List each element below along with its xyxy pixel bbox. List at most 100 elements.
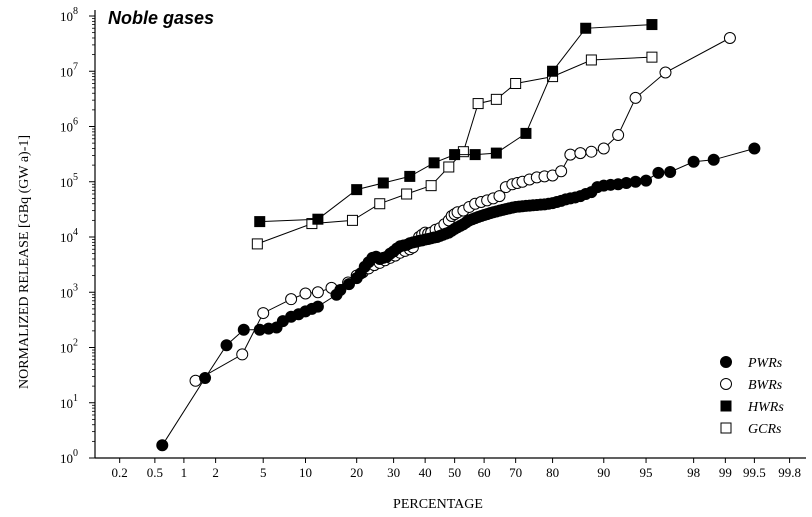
y-axis-label: NORMALIZED RELEASE [GBq (GW a)-1] — [17, 135, 32, 389]
series-layer — [156, 19, 761, 452]
series-bwrs-marker — [723, 31, 736, 44]
series-hwrs-marker — [428, 157, 440, 169]
y-ticks: 100 101 102 103 104 105 106 107 108 — [60, 6, 95, 466]
x-ticks: 0.2 0.5 1 2 5 10 20 30 40 50 60 70 80 90 95 98 99 99.5 99.… — [112, 458, 801, 480]
series-pwrs-marker — [237, 323, 250, 336]
series-hwrs-marker — [254, 216, 266, 228]
legend-bwrs-marker — [720, 378, 732, 390]
legend: PWRs BWRs HWRs GCRs — [720, 356, 784, 437]
x-tick-label: 99.5 — [743, 465, 766, 480]
series-hwrs-marker — [490, 147, 502, 159]
x-tick-label: 90 — [597, 465, 610, 480]
series-bwrs-marker — [299, 287, 312, 300]
series-gcrs-marker — [251, 238, 263, 250]
series-hwrs-marker — [469, 149, 481, 161]
series-gcrs-marker — [443, 161, 455, 173]
series-bwrs-marker — [612, 129, 625, 142]
y-tick-label: 100 — [60, 448, 78, 466]
series-pwrs-marker — [652, 166, 665, 179]
series-hwrs-marker — [580, 22, 592, 34]
x-tick-label: 99 — [719, 465, 732, 480]
x-axis-label: PERCENTAGE — [393, 497, 483, 512]
x-tick-label: 40 — [419, 465, 432, 480]
series-hwrs-marker — [520, 127, 532, 139]
series-bwrs-marker — [555, 165, 568, 178]
series-hwrs-marker — [547, 65, 559, 77]
series-bwrs-marker — [257, 307, 270, 320]
legend-gcrs-marker — [720, 422, 732, 434]
series-hwrs-marker — [646, 19, 658, 31]
series-bwrs-marker — [564, 148, 577, 161]
series-gcrs-marker — [585, 54, 597, 66]
y-tick-label: 101 — [60, 393, 78, 411]
x-tick-label: 99.8 — [778, 465, 801, 480]
series-pwrs-marker — [707, 153, 720, 166]
series-bwrs-marker — [597, 142, 610, 155]
chart-title: Noble gases — [108, 8, 214, 28]
series-pwrs-marker — [334, 283, 347, 296]
series-pwrs-marker — [640, 174, 653, 187]
series-pwrs-marker — [156, 439, 169, 452]
series-hwrs-marker — [404, 170, 416, 182]
x-tick-label: 1 — [181, 465, 188, 480]
series-pwrs-marker — [687, 155, 700, 168]
series-pwrs-marker — [220, 339, 233, 352]
x-tick-label: 50 — [448, 465, 461, 480]
series-pwrs — [156, 142, 761, 452]
series-gcrs-marker — [510, 78, 522, 90]
series-gcrs-marker — [374, 198, 386, 210]
axes — [94, 10, 806, 459]
series-hwrs-marker — [312, 213, 324, 225]
x-tick-label: 60 — [478, 465, 491, 480]
x-tick-label: 5 — [260, 465, 267, 480]
series-bwrs-marker — [659, 66, 672, 79]
legend-pwrs-marker — [720, 356, 732, 368]
series-hwrs-marker — [449, 149, 461, 161]
series-gcrs-marker — [472, 98, 484, 110]
series-pwrs-marker — [664, 166, 677, 179]
series-pwrs-marker — [748, 142, 761, 155]
series-gcrs-marker — [646, 51, 658, 63]
legend-label-hwrs: HWRs — [747, 400, 784, 415]
x-tick-label: 98 — [687, 465, 700, 480]
series-bwrs-marker — [285, 293, 298, 306]
x-tick-label: 0.2 — [112, 465, 128, 480]
series-pwrs-marker — [629, 175, 642, 188]
x-tick-label: 20 — [350, 465, 363, 480]
x-tick-label: 2 — [212, 465, 219, 480]
series-gcrs-marker — [425, 180, 437, 192]
x-tick-label: 70 — [509, 465, 522, 480]
legend-label-bwrs: BWRs — [748, 378, 783, 393]
series-hwrs-marker — [351, 184, 363, 196]
x-tick-label: 80 — [546, 465, 559, 480]
series-gcrs-marker — [346, 214, 358, 226]
series-gcrs-marker — [401, 188, 413, 200]
x-tick-label: 0.5 — [147, 465, 163, 480]
y-tick-label: 108 — [60, 6, 78, 24]
x-tick-label: 30 — [387, 465, 400, 480]
series-bwrs-marker — [236, 348, 249, 361]
x-tick-label: 10 — [299, 465, 312, 480]
y-tick-label: 105 — [60, 172, 78, 190]
y-tick-label: 106 — [60, 117, 78, 135]
legend-label-gcrs: GCRs — [748, 422, 782, 437]
y-tick-label: 102 — [60, 338, 78, 356]
series-hwrs — [254, 19, 658, 228]
x-tick-label: 95 — [640, 465, 653, 480]
series-pwrs-line — [161, 148, 755, 446]
series-bwrs-marker — [574, 147, 587, 160]
series-hwrs-marker — [377, 177, 389, 189]
series-pwrs-marker — [199, 372, 212, 385]
series-bwrs-marker — [311, 286, 324, 299]
series-bwrs-marker — [493, 190, 506, 203]
y-tick-label: 107 — [60, 61, 78, 79]
series-bwrs-marker — [585, 145, 598, 158]
series-gcrs-marker — [490, 93, 502, 105]
y-tick-label: 103 — [60, 282, 78, 300]
series-pwrs-marker — [311, 300, 324, 313]
y-tick-label: 104 — [60, 227, 78, 245]
legend-label-pwrs: PWRs — [747, 356, 783, 371]
legend-hwrs-marker — [720, 400, 732, 412]
series-bwrs-marker — [629, 91, 642, 104]
